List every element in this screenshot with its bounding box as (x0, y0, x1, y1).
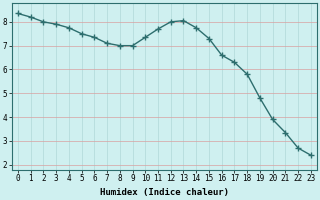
X-axis label: Humidex (Indice chaleur): Humidex (Indice chaleur) (100, 188, 229, 197)
